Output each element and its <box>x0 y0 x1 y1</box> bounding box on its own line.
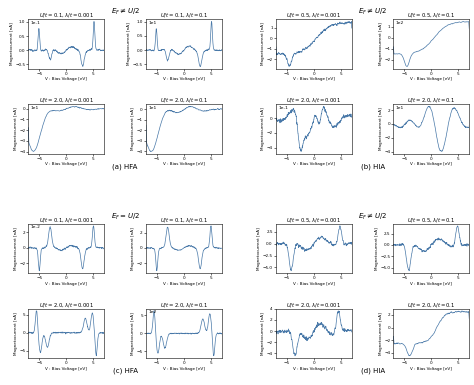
Y-axis label: Magnetocurrent [nA]: Magnetocurrent [nA] <box>379 23 383 65</box>
Y-axis label: Magnetocurrent [nA]: Magnetocurrent [nA] <box>261 312 265 355</box>
Text: (b) HIA: (b) HIA <box>361 163 385 170</box>
X-axis label: V : Bias Voltage [eV]: V : Bias Voltage [eV] <box>46 367 87 371</box>
Title: $U/t = 2.0, \lambda/t = 0.001$: $U/t = 2.0, \lambda/t = 0.001$ <box>286 96 341 104</box>
Text: $E_F = U/2$: $E_F = U/2$ <box>110 211 139 222</box>
Y-axis label: Magnetocurrent [nA]: Magnetocurrent [nA] <box>14 227 18 270</box>
Title: $U/t = 0.5, \lambda/t = 0.001$: $U/t = 0.5, \lambda/t = 0.001$ <box>286 11 341 19</box>
X-axis label: V : Bias Voltage [eV]: V : Bias Voltage [eV] <box>410 162 452 166</box>
Y-axis label: Magnetocurrent [nA]: Magnetocurrent [nA] <box>261 23 265 65</box>
Title: $U/t = 0.1, \lambda/t = 0.1$: $U/t = 0.1, \lambda/t = 0.1$ <box>160 11 208 19</box>
Text: 1e1: 1e1 <box>31 106 39 110</box>
Text: 1e-1: 1e-1 <box>31 21 41 25</box>
X-axis label: V : Bias Voltage [eV]: V : Bias Voltage [eV] <box>293 162 335 166</box>
Y-axis label: Magnetocurrent [nA]: Magnetocurrent [nA] <box>257 227 261 270</box>
Title: $U/t = 2.0, \lambda/t = 0.1$: $U/t = 2.0, \lambda/t = 0.1$ <box>160 96 208 104</box>
X-axis label: V : Bias Voltage [eV]: V : Bias Voltage [eV] <box>410 367 452 371</box>
Y-axis label: Magnetocurrent [nA]: Magnetocurrent [nA] <box>131 107 135 151</box>
Y-axis label: Magnetocurrent [nA]: Magnetocurrent [nA] <box>14 312 18 355</box>
Text: 1e-2: 1e-2 <box>31 225 41 229</box>
X-axis label: V : Bias Voltage [eV]: V : Bias Voltage [eV] <box>46 281 87 286</box>
Title: $U/t = 2.0, \lambda/t = 0.1$: $U/t = 2.0, \lambda/t = 0.1$ <box>160 301 208 309</box>
Y-axis label: Magnetocurrent [nA]: Magnetocurrent [nA] <box>375 227 379 270</box>
Text: (d) HIA: (d) HIA <box>361 368 385 374</box>
Y-axis label: Magnetocurrent [nA]: Magnetocurrent [nA] <box>128 23 131 65</box>
Text: 1e1: 1e1 <box>396 106 404 110</box>
Text: $E_F \neq U/2$: $E_F \neq U/2$ <box>110 7 139 17</box>
Title: $U/t = 0.1, \lambda/t = 0.1$: $U/t = 0.1, \lambda/t = 0.1$ <box>160 216 208 224</box>
X-axis label: V : Bias Voltage [eV]: V : Bias Voltage [eV] <box>46 162 87 166</box>
Text: $E_F \neq U/2$: $E_F \neq U/2$ <box>358 7 387 17</box>
X-axis label: V : Bias Voltage [eV]: V : Bias Voltage [eV] <box>163 367 205 371</box>
Title: $U/t = 2.0, \lambda/t = 0.001$: $U/t = 2.0, \lambda/t = 0.001$ <box>39 96 94 104</box>
X-axis label: V : Bias Voltage [eV]: V : Bias Voltage [eV] <box>410 281 452 286</box>
Y-axis label: Magnetocurrent [nA]: Magnetocurrent [nA] <box>10 23 14 65</box>
Text: 1e2: 1e2 <box>148 310 156 314</box>
X-axis label: V : Bias Voltage [eV]: V : Bias Voltage [eV] <box>163 77 205 81</box>
Title: $U/t = 0.1, \lambda/t = 0.001$: $U/t = 0.1, \lambda/t = 0.001$ <box>39 216 94 224</box>
Text: 1e1: 1e1 <box>148 21 156 25</box>
Text: (a) HFA: (a) HFA <box>112 163 138 170</box>
Y-axis label: Magnetocurrent [nA]: Magnetocurrent [nA] <box>261 107 265 151</box>
Title: $U/t = 2.0, \lambda/t = 0.001$: $U/t = 2.0, \lambda/t = 0.001$ <box>286 301 341 309</box>
Text: $E_F \neq U/2$: $E_F \neq U/2$ <box>358 211 387 222</box>
Title: $U/t = 0.1, \lambda/t = 0.001$: $U/t = 0.1, \lambda/t = 0.001$ <box>39 11 94 19</box>
Y-axis label: Magnetocurrent [nA]: Magnetocurrent [nA] <box>379 107 383 151</box>
Title: $U/t = 2.0, \lambda/t = 0.001$: $U/t = 2.0, \lambda/t = 0.001$ <box>39 301 94 309</box>
Text: 1e1: 1e1 <box>148 106 156 110</box>
Title: $U/t = 2.0, \lambda/t = 0.1$: $U/t = 2.0, \lambda/t = 0.1$ <box>407 96 456 104</box>
Title: $U/t = 0.5, \lambda/t = 0.1$: $U/t = 0.5, \lambda/t = 0.1$ <box>407 11 456 19</box>
X-axis label: V : Bias Voltage [eV]: V : Bias Voltage [eV] <box>163 162 205 166</box>
Text: 1e2: 1e2 <box>396 21 404 25</box>
Title: $U/t = 2.0, \lambda/t = 0.1$: $U/t = 2.0, \lambda/t = 0.1$ <box>407 301 456 309</box>
Y-axis label: Magnetocurrent [nA]: Magnetocurrent [nA] <box>131 227 135 270</box>
Y-axis label: Magnetocurrent [nA]: Magnetocurrent [nA] <box>131 312 135 355</box>
Title: $U/t = 0.5, \lambda/t = 0.1$: $U/t = 0.5, \lambda/t = 0.1$ <box>407 216 456 224</box>
X-axis label: V : Bias Voltage [eV]: V : Bias Voltage [eV] <box>46 77 87 81</box>
Y-axis label: Magnetocurrent [nA]: Magnetocurrent [nA] <box>14 107 18 151</box>
Text: (c) HFA: (c) HFA <box>113 368 137 374</box>
X-axis label: V : Bias Voltage [eV]: V : Bias Voltage [eV] <box>410 77 452 81</box>
Text: 1e-1: 1e-1 <box>278 106 288 110</box>
Y-axis label: Magnetocurrent [nA]: Magnetocurrent [nA] <box>379 312 383 355</box>
X-axis label: V : Bias Voltage [eV]: V : Bias Voltage [eV] <box>293 77 335 81</box>
X-axis label: V : Bias Voltage [eV]: V : Bias Voltage [eV] <box>163 281 205 286</box>
X-axis label: V : Bias Voltage [eV]: V : Bias Voltage [eV] <box>293 281 335 286</box>
X-axis label: V : Bias Voltage [eV]: V : Bias Voltage [eV] <box>293 367 335 371</box>
Title: $U/t = 0.5, \lambda/t = 0.001$: $U/t = 0.5, \lambda/t = 0.001$ <box>286 216 341 224</box>
